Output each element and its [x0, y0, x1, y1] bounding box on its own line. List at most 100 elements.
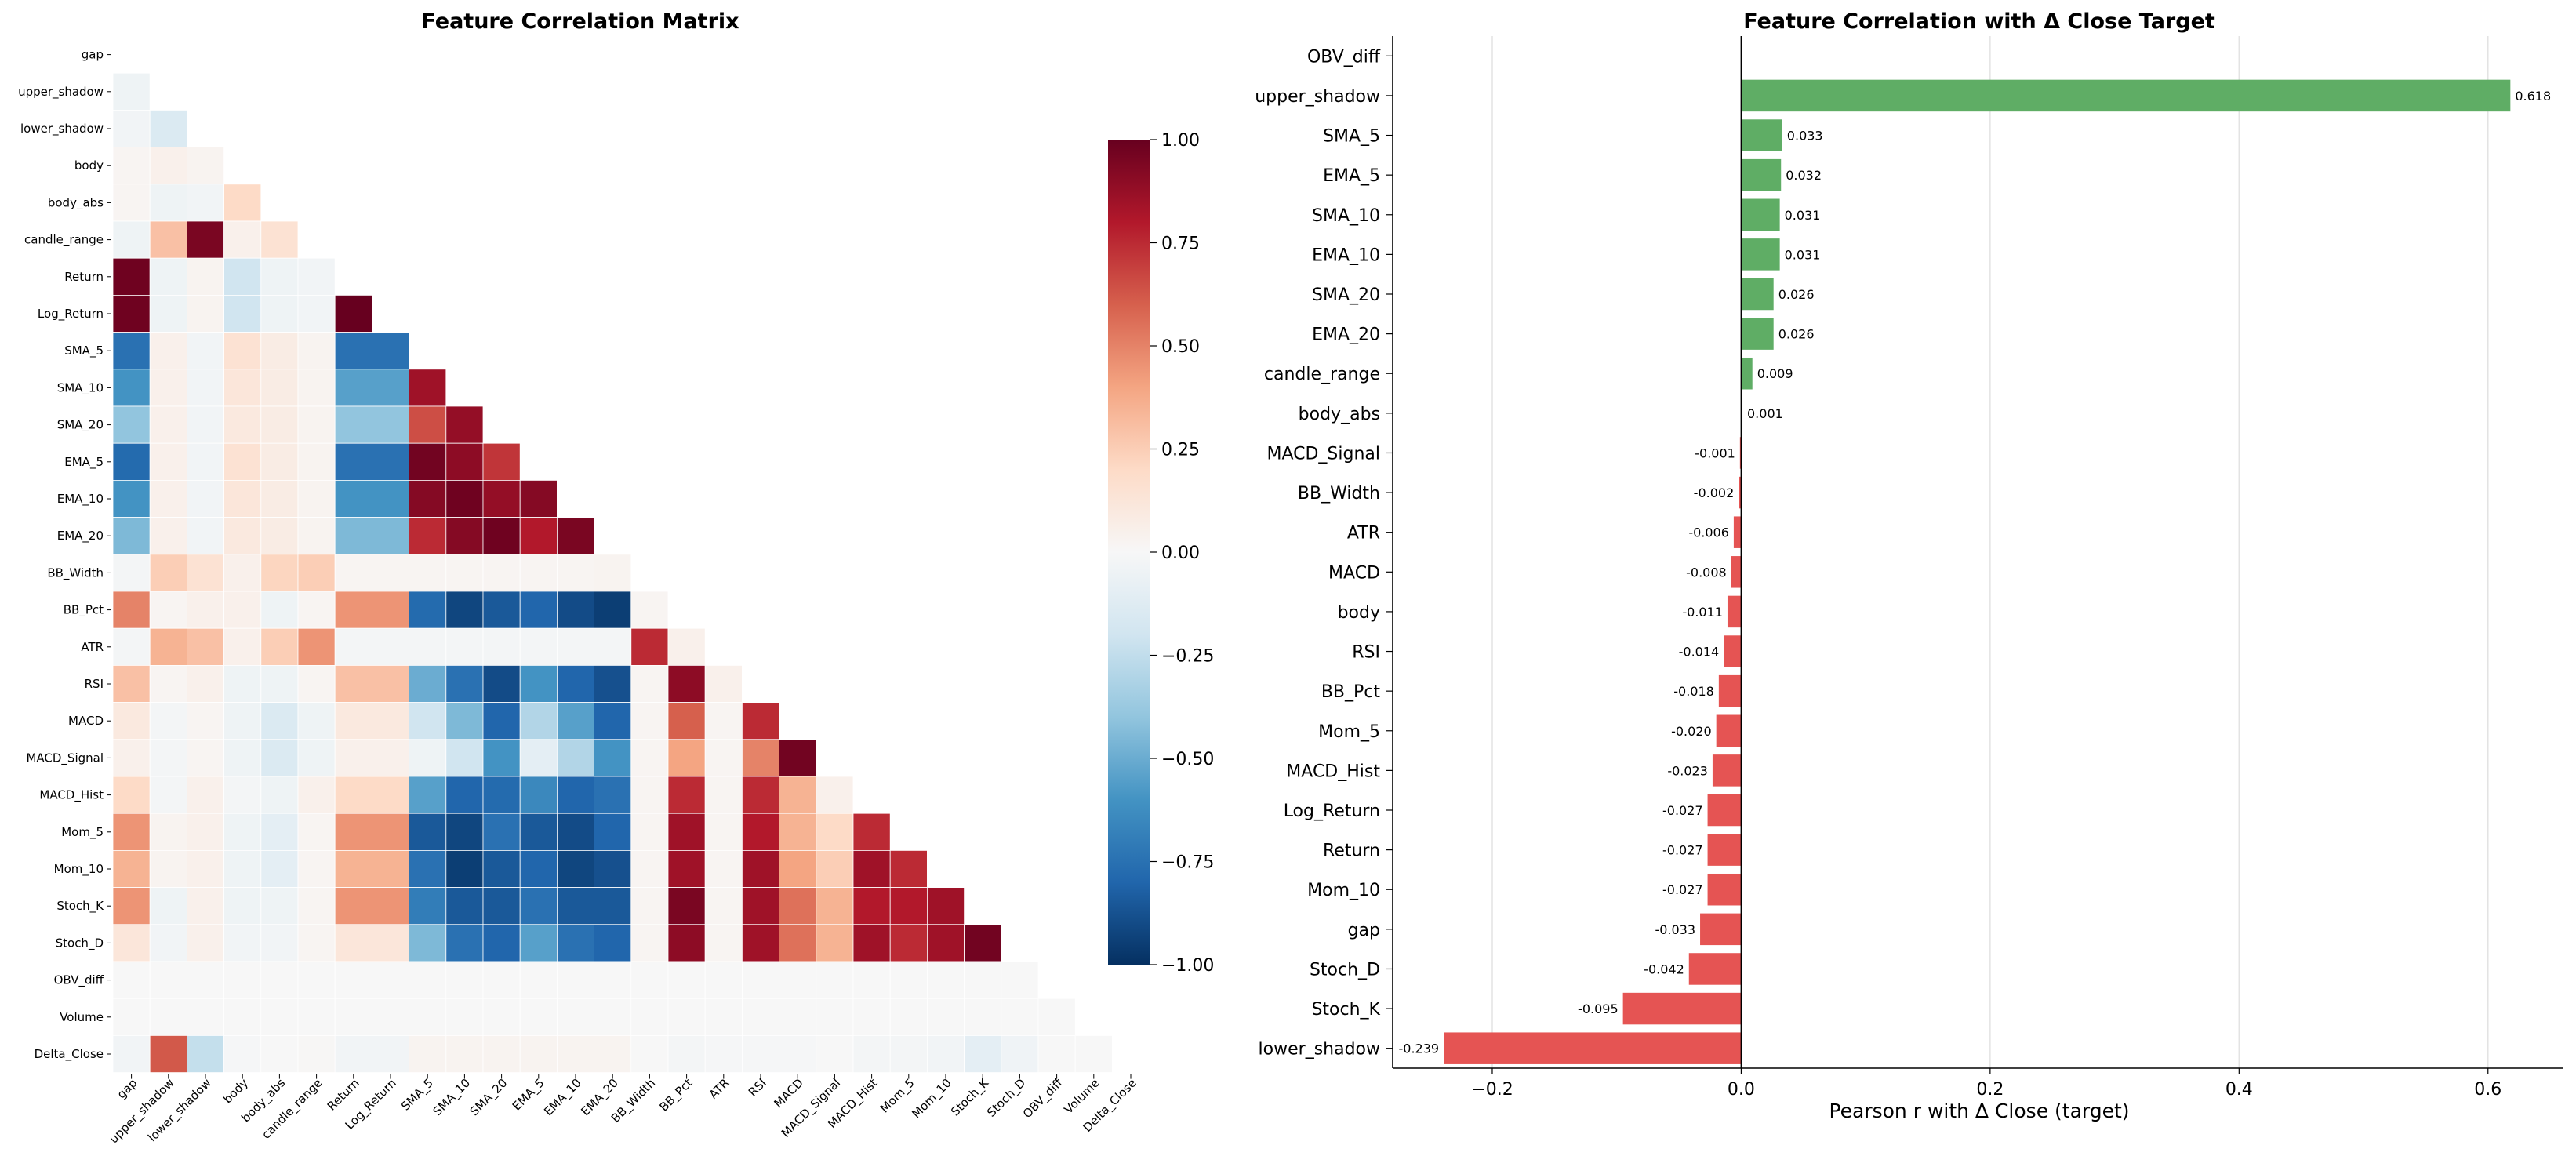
heatmap-row-label: RSI — [85, 677, 104, 691]
heatmap-cell — [186, 147, 224, 185]
heatmap-row-label: EMA_20 — [57, 529, 104, 544]
heatmap-row-label: ATR — [81, 640, 104, 654]
heatmap-cell — [371, 850, 409, 889]
heatmap-cell — [964, 998, 1002, 1036]
heatmap-cell — [445, 702, 484, 740]
heatmap-cell — [334, 850, 372, 889]
heatmap-cell — [186, 294, 224, 333]
heatmap-cell — [594, 998, 632, 1036]
heatmap-cell — [852, 961, 891, 999]
bar — [1741, 198, 1780, 231]
heatmap-column-label: OBV_diff — [1020, 1075, 1066, 1122]
bar-value-label: -0.001 — [1695, 445, 1735, 460]
heatmap-cell — [482, 813, 521, 851]
heatmap-cell — [889, 924, 928, 962]
bar — [1733, 516, 1742, 548]
heatmap-cell — [186, 257, 224, 296]
heatmap-cell — [594, 702, 632, 740]
heatmap-row-label: body_abs — [48, 195, 104, 210]
heatmap-cell — [371, 369, 409, 407]
heatmap-row-label: Stoch_D — [56, 936, 104, 951]
x-tick-label: 0.0 — [1728, 1080, 1755, 1100]
heatmap-cell — [519, 554, 558, 592]
heatmap-cell — [112, 405, 151, 444]
heatmap-cell — [297, 369, 336, 407]
heatmap-cell — [112, 332, 151, 370]
heatmap-cell — [667, 850, 706, 889]
heatmap-cell — [409, 665, 447, 703]
heatmap-cell — [630, 627, 669, 666]
heatmap-cell — [482, 665, 521, 703]
heatmap-cell — [557, 813, 595, 851]
heatmap-cell — [371, 776, 409, 814]
heatmap-cell — [260, 257, 299, 296]
heatmap-cell — [112, 294, 151, 333]
bar-value-label: -0.020 — [1671, 724, 1712, 739]
heatmap-cell — [816, 887, 854, 925]
heatmap-cell — [186, 369, 224, 407]
heatmap-cell — [409, 627, 447, 666]
heatmap-cell — [594, 739, 632, 777]
bar-category-label: MACD_Hist — [1286, 762, 1380, 781]
heatmap-row-label: gap — [82, 48, 104, 62]
bar — [1688, 953, 1742, 985]
heatmap-cell — [594, 591, 632, 629]
heatmap-cell — [519, 1035, 558, 1074]
heatmap-cell — [260, 665, 299, 703]
heatmap-cell — [816, 776, 854, 814]
heatmap-cell — [816, 924, 854, 962]
heatmap-cell — [964, 924, 1002, 962]
bar — [1741, 318, 1774, 350]
heatmap-cell — [927, 998, 965, 1036]
heatmap-cell — [704, 813, 743, 851]
heatmap-cell — [260, 480, 299, 518]
heatmap-cell — [482, 1035, 521, 1074]
heatmap-cell — [371, 332, 409, 370]
heatmap-cell — [667, 1035, 706, 1074]
bar-value-label: -0.011 — [1682, 605, 1723, 620]
heatmap-cell — [260, 850, 299, 889]
heatmap-cell — [779, 850, 817, 889]
heatmap-cell — [334, 517, 372, 555]
bar-value-label: -0.239 — [1398, 1042, 1439, 1056]
heatmap-cell — [742, 961, 780, 999]
heatmap-cell — [112, 924, 151, 962]
bar-value-label: -0.095 — [1578, 1002, 1619, 1016]
heatmap-column-label: SMA_10 — [431, 1076, 474, 1119]
heatmap-cell — [557, 924, 595, 962]
heatmap-cell — [334, 332, 372, 370]
heatmap-column-label: ATR — [707, 1076, 732, 1102]
heatmap-cell — [297, 739, 336, 777]
heatmap-cell — [1074, 1035, 1113, 1074]
bar-category-label: EMA_10 — [1312, 245, 1380, 265]
heatmap-cell — [112, 1035, 151, 1074]
heatmap-cell — [334, 554, 372, 592]
heatmap-cell — [260, 554, 299, 592]
heatmap-cell — [149, 813, 187, 851]
heatmap-cell — [557, 591, 595, 629]
heatmap-cell — [223, 294, 262, 333]
heatmap-cell — [704, 924, 743, 962]
heatmap-cell — [223, 924, 262, 962]
bar — [1716, 714, 1742, 747]
heatmap-row-label: BB_Width — [47, 565, 104, 580]
heatmap-cell — [742, 702, 780, 740]
heatmap-cell — [704, 665, 743, 703]
heatmap-cell — [186, 813, 224, 851]
heatmap-cell — [964, 1035, 1002, 1074]
bar — [1707, 873, 1742, 906]
heatmap-row-label: BB_Pct — [64, 603, 104, 618]
heatmap-cell — [630, 998, 669, 1036]
bar-category-label: Mom_5 — [1318, 722, 1380, 742]
heatmap-cell — [334, 702, 372, 740]
heatmap-cell — [482, 776, 521, 814]
heatmap-cell — [667, 887, 706, 925]
heatmap-cell — [704, 776, 743, 814]
heatmap-cell — [112, 739, 151, 777]
heatmap-cell — [371, 961, 409, 999]
heatmap-cell — [149, 850, 187, 889]
heatmap-cell — [149, 294, 187, 333]
heatmap-cell — [334, 369, 372, 407]
heatmap-cell — [445, 850, 484, 889]
heatmap-cell — [223, 887, 262, 925]
